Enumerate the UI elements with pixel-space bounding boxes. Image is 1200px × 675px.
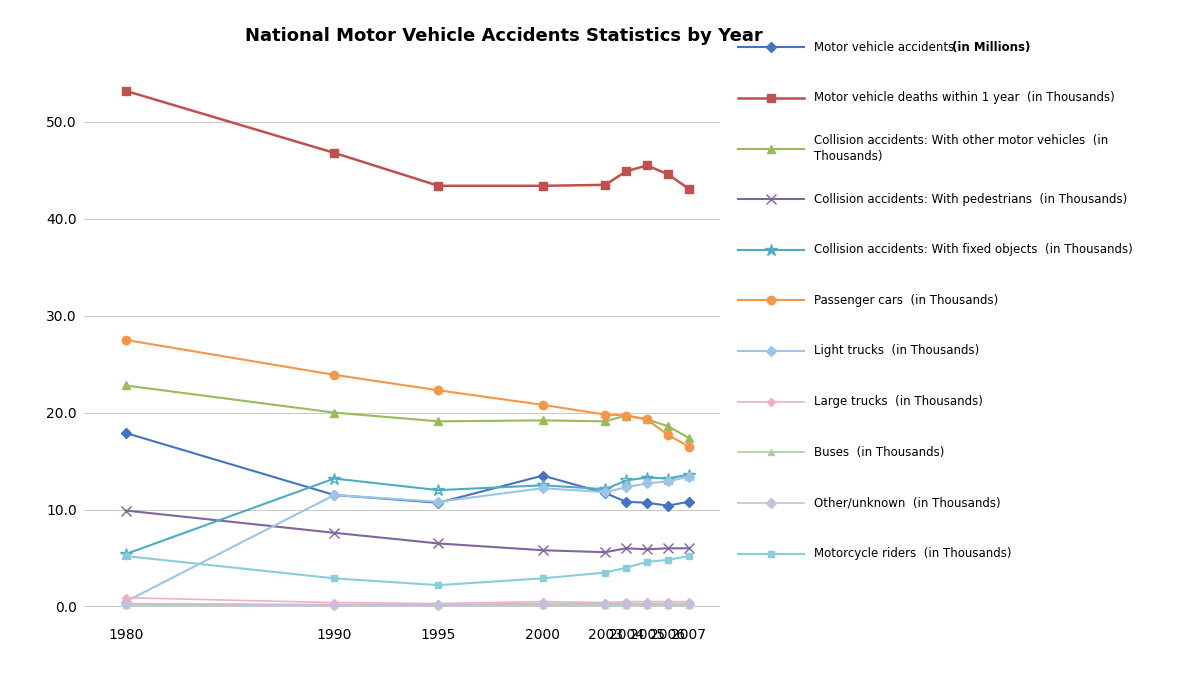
Text: Buses  (in Thousands): Buses (in Thousands) xyxy=(814,446,944,459)
Text: Collision accidents: With other motor vehicles  (in: Collision accidents: With other motor ve… xyxy=(814,134,1108,147)
Text: Thousands): Thousands) xyxy=(814,150,882,163)
Text: Large trucks  (in Thousands): Large trucks (in Thousands) xyxy=(814,395,983,408)
Text: Light trucks  (in Thousands): Light trucks (in Thousands) xyxy=(814,344,979,358)
Text: (in Millions): (in Millions) xyxy=(952,40,1030,54)
Text: Motor vehicle accidents: Motor vehicle accidents xyxy=(814,40,958,54)
Text: Passenger cars  (in Thousands): Passenger cars (in Thousands) xyxy=(814,294,998,307)
Text: Other/unknown  (in Thousands): Other/unknown (in Thousands) xyxy=(814,496,1001,510)
Text: Collision accidents: With fixed objects  (in Thousands): Collision accidents: With fixed objects … xyxy=(814,243,1133,256)
Text: Motor vehicle deaths within 1 year  (in Thousands): Motor vehicle deaths within 1 year (in T… xyxy=(814,91,1115,105)
Text: National Motor Vehicle Accidents Statistics by Year: National Motor Vehicle Accidents Statist… xyxy=(245,27,763,45)
Text: Collision accidents: With pedestrians  (in Thousands): Collision accidents: With pedestrians (i… xyxy=(814,192,1127,206)
Text: Motorcycle riders  (in Thousands): Motorcycle riders (in Thousands) xyxy=(814,547,1012,560)
